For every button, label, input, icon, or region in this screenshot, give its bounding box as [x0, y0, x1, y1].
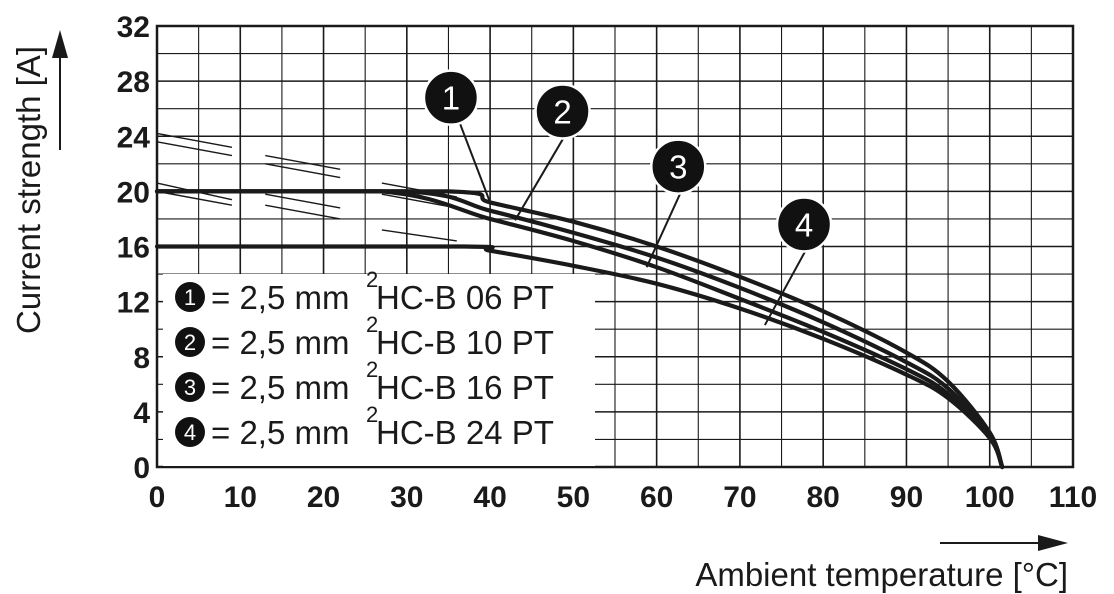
legend-marker-4 [175, 417, 205, 447]
x-tick-label: 110 [1049, 481, 1097, 514]
legend-text-rest-4: HC-B 24 PT [376, 414, 554, 451]
legend-superscript-3: 2 [366, 357, 378, 382]
y-axis-title: Current strength [A] [10, 46, 47, 334]
legend-entry-2: 2 = 2,5 mm 2 HC-B 10 PT [175, 312, 554, 361]
y-tick-label: 8 [133, 342, 150, 375]
x-tick-label: 0 [149, 481, 166, 514]
extrapolation-dashes [156, 132, 457, 242]
legend-text-2: = 2,5 mm [211, 324, 349, 361]
callout-label-4: 4 [795, 206, 813, 243]
legend-superscript-4: 2 [366, 402, 378, 427]
x-tick-label: 60 [640, 481, 673, 514]
legend-marker-label-4: 4 [184, 420, 196, 445]
legend-entry-4: 4 = 2,5 mm 2 HC-B 24 PT [175, 402, 554, 451]
legend-marker-1 [175, 282, 205, 312]
x-tick-label: 50 [557, 481, 590, 514]
callout-circle-3 [650, 138, 707, 195]
chart-legend: 1 = 2,5 mm 2 HC-B 06 PT2 = 2,5 mm 2 HC-B 10 … [163, 267, 595, 466]
callout-label-1: 1 [442, 80, 460, 117]
y-tick-label: 28 [117, 66, 150, 99]
extrapolation-dash [156, 132, 233, 148]
legend-superscript-1: 2 [366, 267, 378, 292]
extrapolation-dash [156, 141, 233, 157]
x-tick-label: 10 [224, 481, 257, 514]
callout-leader-4 [764, 241, 811, 326]
x-tick-label: 80 [806, 481, 839, 514]
legend-text-3: = 2,5 mm [211, 369, 349, 406]
legend-text-4: = 2,5 mm [211, 414, 349, 451]
x-axis-arrowhead [1038, 535, 1068, 551]
callout-circle-1 [422, 69, 480, 126]
legend-entry-3: 3 = 2,5 mm 2 HC-B 16 PT [175, 357, 554, 406]
x-tick-label: 100 [965, 481, 1015, 514]
x-axis-title-group: Ambient temperature [°C] [695, 535, 1068, 593]
extrapolation-dash [265, 204, 341, 220]
legend-text-rest-2: HC-B 10 PT [376, 324, 554, 361]
y-axis-title-group: Current strength [A] [10, 30, 68, 334]
x-tick-label: 30 [390, 481, 423, 514]
y-axis-arrowhead [52, 30, 68, 58]
extrapolation-dash [265, 193, 341, 209]
legend-marker-2 [175, 327, 205, 357]
x-tick-label: 40 [473, 481, 506, 514]
callout-circle-4 [775, 196, 833, 253]
callout-leader-1 [456, 115, 492, 203]
chart-series [154, 189, 1005, 470]
y-tick-label: 20 [117, 176, 150, 209]
series-line-1 [154, 189, 1005, 470]
y-tick-label: 16 [117, 232, 150, 265]
y-tick-label: 24 [117, 121, 151, 154]
legend-text-rest-3: HC-B 16 PT [376, 369, 554, 406]
y-tick-label: 4 [133, 397, 150, 430]
legend-marker-label-3: 3 [184, 375, 196, 400]
callout-label-2: 2 [553, 93, 571, 130]
legend-background [163, 274, 595, 466]
y-tick-label: 32 [117, 11, 150, 44]
extrapolation-dash [381, 229, 457, 242]
y-tick-label: 12 [117, 287, 150, 320]
series-line-3 [154, 189, 1005, 470]
x-tick-label: 20 [307, 481, 340, 514]
x-tick-label: 70 [723, 481, 756, 514]
series-callouts: 1 2 3 4 [422, 69, 833, 326]
callout-label-3: 3 [669, 149, 687, 186]
extrapolation-dash [265, 163, 341, 179]
series-line-4 [154, 244, 1005, 470]
legend-superscript-2: 2 [366, 312, 378, 337]
callout-leader-2 [514, 128, 570, 221]
x-tick-label: 90 [890, 481, 923, 514]
callout-leader-3 [645, 184, 686, 268]
extrapolation-dash [156, 190, 233, 206]
legend-marker-3 [175, 372, 205, 402]
legend-entry-1: 1 = 2,5 mm 2 HC-B 06 PT [175, 267, 554, 316]
callout-circle-2 [534, 83, 591, 140]
legend-text-rest-1: HC-B 06 PT [376, 279, 554, 316]
legend-marker-label-2: 2 [184, 330, 196, 355]
x-axis-title: Ambient temperature [°C] [695, 556, 1068, 593]
y-tick-label: 0 [133, 452, 150, 485]
extrapolation-dash [265, 154, 341, 171]
legend-marker-label-1: 1 [184, 285, 196, 310]
legend-text-1: = 2,5 mm [211, 279, 349, 316]
